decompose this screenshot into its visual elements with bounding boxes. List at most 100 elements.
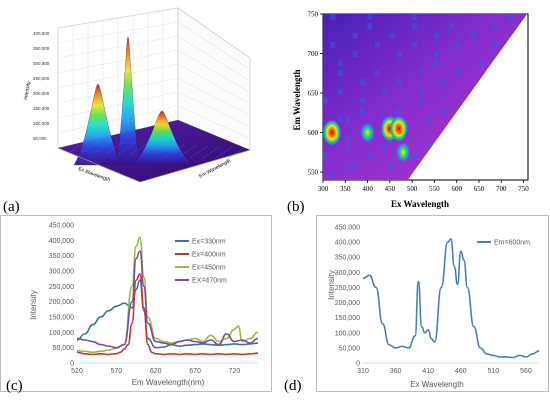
surface-3d-chart: 400,000 350,000 300,000 250,000 200,000 150,0… — [23, 7, 251, 183]
x-tick-label: 670 — [189, 368, 201, 375]
surface-mesh-line — [93, 140, 113, 154]
y-tick-label: 550 — [308, 169, 319, 177]
x-tick-label: 550 — [429, 185, 440, 193]
x-axis-label: Ex Wavelength — [410, 380, 464, 389]
x-axis-label: Ex Wavelength — [77, 166, 111, 183]
y-axis-label: Intensity — [327, 270, 336, 300]
y-tick-label: 50,000 — [339, 345, 361, 352]
panel-label-d: (d) — [284, 378, 302, 394]
series-line — [362, 238, 540, 359]
surface-mesh-line — [69, 139, 89, 153]
line-chart-em: 0 50,000 100,000 150,000 200,000 250,000 300,0… — [0, 215, 272, 392]
series-lines — [362, 238, 540, 359]
surface-mesh-line — [141, 143, 161, 156]
panel-label-a: (a) — [3, 199, 20, 215]
z-tick-label: 300,000 — [33, 61, 50, 66]
y-axis-ticks: 0 50,000 100,000 150,000 200,000 250,000 300,0… — [49, 223, 258, 368]
legend-entry: EX=470nm — [192, 278, 227, 285]
surface-mesh-line — [81, 140, 101, 153]
x-axis-label: Em Wavelength(nm) — [132, 378, 205, 387]
surface-mesh-line — [153, 143, 173, 157]
y-axis-label: Intensity — [29, 290, 38, 320]
x-tick-label: 510 — [488, 368, 500, 375]
y-tick-label: 100,000 — [49, 330, 74, 337]
x-axis-ticks: 310 360 410 460 510 560 — [357, 368, 532, 375]
panel-c: 0 50,000 100,000 150,000 200,000 250,000 300,0… — [0, 215, 272, 400]
panel-b: 300 350 400 450 500 550 600 650 700 750 750 700 650… — [272, 0, 550, 216]
panel-d: 0 50,000 100,000 150,000 200,000 250,000 300,0… — [272, 215, 550, 400]
x-tick-label: 310 — [357, 368, 369, 375]
x-tick-label: 410 — [422, 368, 434, 375]
y-tick-label: 100,000 — [335, 330, 360, 337]
y-tick-label: 200,000 — [49, 299, 74, 306]
surface-mesh-line — [225, 147, 245, 161]
z-tick-label: 200,000 — [33, 91, 50, 96]
x-tick-label: 360 — [390, 368, 402, 375]
surface-mesh-line — [213, 146, 233, 160]
x-tick-label: 570 — [111, 368, 123, 375]
heatmap-hotspot — [389, 116, 408, 142]
y-tick-label: 700 — [308, 50, 319, 58]
surface-mesh-line — [165, 144, 185, 158]
z-tick-label: 50,000 — [33, 136, 47, 141]
y-axis-label: Em Wavelength — [292, 69, 302, 130]
y-tick-label: 650 — [308, 90, 319, 98]
legend-entry: Em=600nm — [494, 240, 530, 247]
x-tick-label: 300 — [318, 185, 329, 193]
z-tick-label: 150,000 — [33, 106, 50, 111]
x-tick-label: 350 — [340, 185, 351, 193]
z-axis-label: Intensity — [23, 80, 32, 100]
x-tick-label: 500 — [407, 185, 418, 193]
y-tick-label: 300,000 — [49, 269, 74, 276]
x-axis-label: Ex Wavelength — [391, 199, 449, 209]
series-line — [76, 279, 259, 349]
z-axis-ticks: 400,000 350,000 300,000 250,000 200,000 150,0… — [33, 31, 50, 141]
legend-entry: Ex=330nm — [192, 239, 226, 246]
surface-mesh-line — [177, 145, 197, 158]
heatmap-hotspot — [396, 142, 411, 163]
x-tick-label: 750 — [518, 185, 529, 193]
legend-entry: Ex=450nm — [192, 265, 226, 272]
heatmap-chart: 300 350 400 450 500 550 600 650 700 750 750 700 650… — [292, 11, 529, 210]
surface-mesh-line — [105, 141, 125, 155]
z-tick-label: 350,000 — [33, 46, 50, 51]
series-line — [76, 273, 259, 356]
y-tick-label: 250,000 — [49, 284, 74, 291]
y-tick-label: 750 — [308, 11, 319, 19]
y-tick-label: 0 — [70, 361, 74, 368]
chart-frame — [316, 215, 549, 392]
x-tick-label: 450 — [385, 185, 396, 193]
x-tick-label: 520 — [71, 368, 83, 375]
z-tick-label: 250,000 — [33, 76, 50, 81]
y-tick-label: 600 — [308, 129, 319, 137]
line-chart-ex: 0 50,000 100,000 150,000 200,000 250,000 300,0… — [316, 215, 549, 392]
legend: Ex=330nm Ex=400nm Ex=450nm EX=470nm — [175, 239, 227, 285]
y-tick-label: 450,000 — [49, 223, 74, 230]
y-tick-label: 400,000 — [49, 238, 74, 245]
surface-mesh-line — [189, 145, 209, 159]
panel-label-c: (c) — [6, 378, 23, 394]
y-tick-label: 400,000 — [335, 240, 360, 247]
y-axis-ticks: 0 50,000 100,000 150,000 200,000 250,000 300,0… — [335, 225, 539, 368]
heatmap-hotspot — [360, 122, 375, 143]
x-tick-label: 560 — [520, 368, 532, 375]
x-tick-label: 720 — [229, 368, 241, 375]
series-line — [76, 236, 259, 354]
heatmap-hotspot — [323, 119, 341, 146]
series-line — [76, 250, 259, 349]
x-axis-ticks: 300 350 400 450 500 550 600 650 700 750 — [318, 180, 529, 193]
x-tick-label: 650 — [474, 185, 485, 193]
z-tick-label: 400,000 — [33, 31, 50, 36]
z-tick-label: 100,000 — [33, 121, 50, 126]
x-tick-label: 600 — [451, 185, 462, 193]
x-tick-label: 700 — [496, 185, 507, 193]
legend: Em=600nm — [477, 240, 530, 247]
surface-mesh-line — [201, 146, 221, 159]
legend-entry: Ex=400nm — [192, 252, 226, 259]
y-axis-ticks: 750 700 650 600 550 — [308, 11, 323, 177]
y-tick-label: 150,000 — [335, 315, 360, 322]
y-tick-label: 450,000 — [335, 225, 360, 232]
x-tick-label: 400 — [362, 185, 373, 193]
surface-mesh-line — [117, 142, 137, 155]
series-lines — [76, 236, 259, 356]
